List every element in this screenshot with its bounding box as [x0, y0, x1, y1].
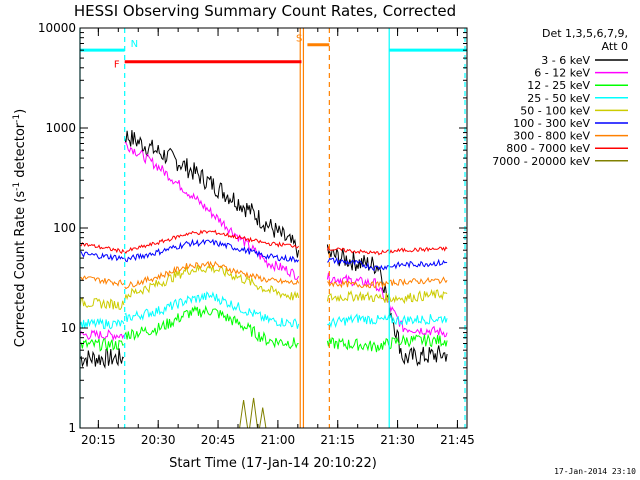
series-12-25-kev-segment-2 — [124, 304, 299, 350]
y-axis-label-mid: detector — [13, 122, 28, 182]
series-7000-20000-kev-segment-1 — [239, 400, 249, 429]
y-tick-label-1: 1 — [68, 421, 76, 435]
series-100-300-kev — [79, 238, 448, 272]
series-100-300-kev-segment-1 — [79, 251, 125, 262]
chart-title: HESSI Observing Summary Count Rates, Cor… — [74, 2, 456, 20]
series-50-100-kev-segment-1 — [79, 297, 125, 310]
legend-label-6-12-kev: 6 - 12 keV — [534, 67, 590, 80]
series-3-6-kev-segment-1 — [79, 347, 125, 370]
x-tick-label-21-00: 21:00 — [261, 433, 296, 447]
series-100-300-kev-segment-2 — [124, 238, 300, 264]
x-tick-label-20-30: 20:30 — [141, 433, 176, 447]
series-7000-20000-kev-segment-3 — [259, 407, 267, 429]
x-tick-label-21-45: 21:45 — [440, 433, 475, 447]
legend-label-25-50-kev: 25 - 50 keV — [527, 92, 590, 105]
x-tick-label-20-15: 20:15 — [81, 433, 116, 447]
axes-layer: 20:15 20:30 20:45 21:00 21:15 21:30 21:45 1 10 10… — [38, 21, 475, 447]
y-axis-label-exponent-1: -1 — [12, 182, 22, 191]
series-300-800-kev-segment-2 — [124, 260, 300, 290]
series-25-50-kev-segment-3 — [327, 313, 448, 329]
series-7000-20000-kev-segment-2 — [249, 397, 258, 429]
flag-label-n: N — [131, 39, 138, 50]
y-tick-label-1000: 1000 — [45, 121, 76, 135]
series-12-25-kev-segment-3 — [326, 333, 448, 353]
x-tick-label-21-15: 21:15 — [320, 433, 355, 447]
x-tick-label-20-45: 20:45 — [201, 433, 236, 447]
series-300-800-kev — [79, 260, 448, 290]
series-3-6-kev-segment-2 — [124, 130, 300, 258]
legend-label-100-300-kev: 100 - 300 keV — [513, 117, 590, 130]
flag-label-f: F — [114, 60, 120, 71]
legend-label-300-800-kev: 300 - 800 keV — [513, 130, 590, 143]
series-800-7000-kev-segment-3 — [326, 245, 448, 256]
legend-title-attenuator: Att 0 — [602, 40, 628, 53]
series-800-7000-kev-segment-1 — [79, 241, 125, 255]
series-25-50-kev-segment-1 — [79, 317, 125, 330]
y-tick-label-10: 10 — [61, 321, 76, 335]
x-tick-label-21-30: 21:30 — [380, 433, 415, 447]
legend-label-3-6-kev: 3 - 6 keV — [541, 54, 590, 67]
y-tick-label-100: 100 — [53, 221, 76, 235]
footer-timestamp: 17-Jan-2014 23:10 — [554, 467, 636, 476]
series-6-12-kev-segment-2 — [124, 142, 300, 281]
series-25-50-kev-segment-2 — [124, 291, 300, 329]
series-50-100-kev-segment-2 — [124, 264, 300, 301]
legend-label-7000-20000-kev: 7000 - 20000 keV — [492, 155, 590, 168]
series-12-25-kev-segment-1 — [79, 338, 125, 352]
legend-title-detectors: Det 1,3,5,6,7,9, — [542, 27, 628, 40]
series-25-50-kev — [79, 291, 448, 330]
series-7000-20000-kev — [239, 397, 267, 429]
series-300-800-kev-segment-3 — [327, 276, 448, 289]
x-axis-label: Start Time (17-Jan-14 20:10:22) — [169, 456, 377, 471]
series-50-100-kev — [79, 264, 448, 310]
series-50-100-kev-segment-3 — [326, 288, 448, 305]
y-axis-label-exponent-2: -1 — [12, 114, 22, 123]
series-6-12-kev-segment-1 — [79, 329, 125, 342]
y-axis-label-main: Corrected Count Rate (s — [13, 191, 28, 348]
legend-label-12-25-kev: 12 - 25 keV — [527, 79, 590, 92]
y-tick-label-10000: 10000 — [38, 21, 76, 35]
legend-label-800-7000-kev: 800 - 7000 keV — [506, 142, 590, 155]
series-12-25-kev — [79, 304, 448, 353]
legend-label-50-100-kev: 50 - 100 keV — [520, 104, 590, 117]
flag-label-s: S — [296, 34, 302, 45]
y-axis-label: Corrected Count Rate (s-1 detector-1) — [12, 109, 28, 347]
series-layer — [79, 130, 448, 429]
series-300-800-kev-segment-1 — [79, 275, 125, 287]
series-100-300-kev-segment-3 — [327, 256, 448, 272]
series-800-7000-kev-segment-2 — [124, 229, 300, 254]
series-800-7000-kev — [79, 229, 448, 256]
y-axis-label-end: ) — [13, 109, 28, 114]
